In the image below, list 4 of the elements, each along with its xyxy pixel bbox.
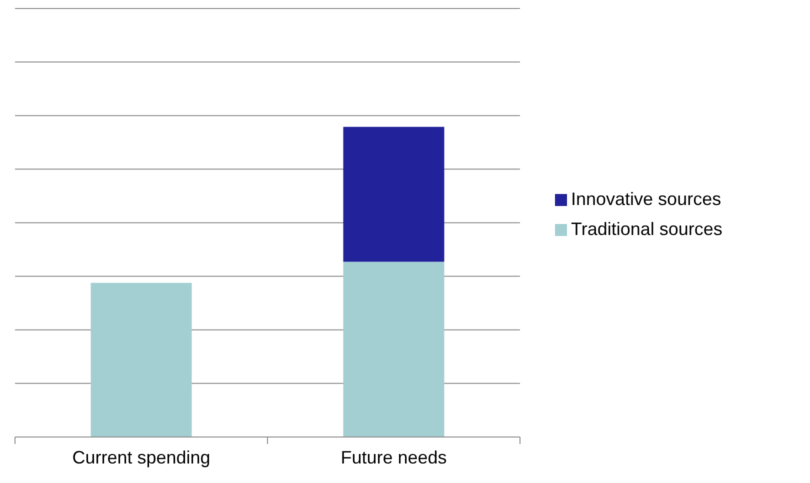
x-tick-label: Future needs xyxy=(340,447,447,468)
x-tick-label: Current spending xyxy=(72,447,210,468)
legend-label: Traditional sources xyxy=(571,219,722,239)
legend-label: Innovative sources xyxy=(571,189,722,209)
